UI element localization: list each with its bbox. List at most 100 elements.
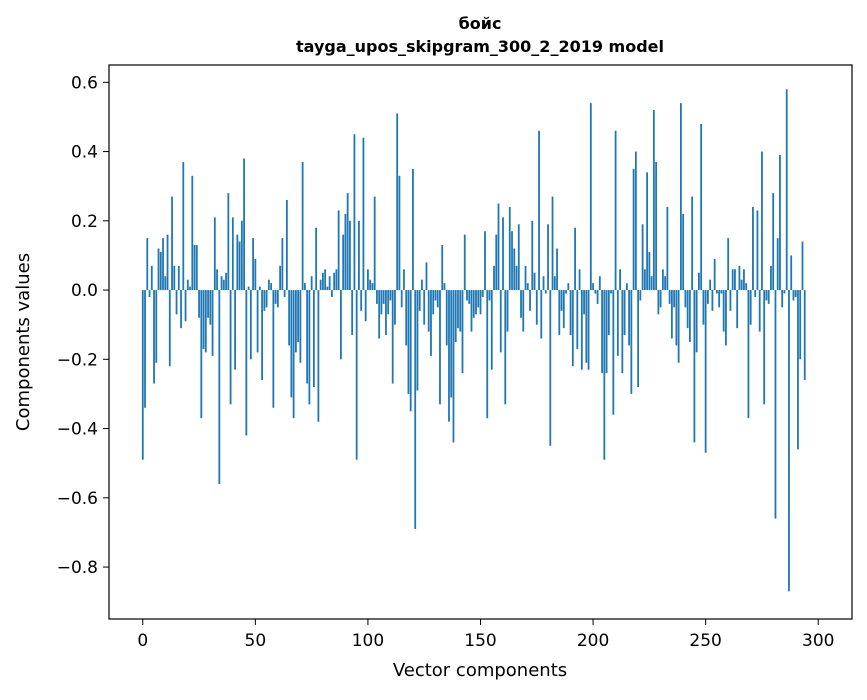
bar [544,290,547,294]
bar [423,290,426,325]
bar [716,290,718,294]
bar [290,290,293,398]
bar [373,196,376,291]
bar [344,213,347,291]
bar [326,286,329,291]
bar [360,290,363,311]
bar [249,290,252,360]
bar [781,290,784,308]
bar [468,290,471,304]
bar [213,217,216,291]
bar [535,290,538,325]
bar [515,265,518,291]
bar [434,290,437,301]
bar [686,290,689,329]
bar [220,276,223,291]
bar [792,290,795,301]
bar [788,290,790,592]
bar [675,290,678,346]
bar [477,290,480,308]
bar [650,276,653,291]
bar [772,193,775,291]
bar [770,265,772,291]
bar [761,151,763,291]
bar [459,290,462,332]
bar [258,286,261,291]
bar [409,290,412,412]
bar [389,290,392,301]
bar [738,265,741,291]
bar [369,279,372,291]
bar [529,290,531,311]
bar [303,283,306,291]
bar [725,290,727,346]
bar [734,269,736,291]
bar [425,262,428,291]
bar [736,290,739,329]
bar [371,283,374,291]
bar [263,290,266,311]
bar [340,290,342,360]
bar [596,290,599,304]
bar [679,103,682,291]
bar [666,206,669,291]
bar [216,269,218,291]
bar [574,227,576,291]
bar [709,279,712,291]
x-tick-label: 300 [802,631,834,651]
bar [306,290,309,384]
bar [414,290,417,529]
bar [616,290,619,356]
bar [655,161,658,291]
bar [475,290,477,315]
bar [299,290,302,363]
bar [612,290,615,415]
bar [141,290,144,460]
bar [767,290,770,304]
bar [238,241,241,291]
bar [297,290,300,342]
bar [688,290,691,342]
bar [367,269,369,291]
bar [441,245,444,291]
bar [301,161,304,291]
bar [211,290,214,356]
bar [472,290,475,318]
bar [191,175,194,291]
bar [148,290,151,297]
bar [668,290,671,304]
bar [461,290,464,374]
bar [337,210,340,291]
bar [450,290,453,398]
bar [542,276,545,291]
bar [684,290,687,308]
bar [661,269,664,291]
bar [630,290,633,394]
bar [673,290,676,308]
bar [195,245,198,291]
bar [173,265,176,291]
bar [150,265,153,291]
bar [202,290,205,349]
bar [587,290,590,370]
bar [391,290,394,384]
bar [580,290,583,370]
bar [227,193,230,291]
bar [758,290,761,332]
bar [522,290,525,332]
bar [387,290,390,315]
bar [394,290,396,325]
bar [358,220,360,291]
bar [749,290,752,325]
bar [324,269,327,291]
bar [745,283,748,291]
bar [182,161,185,291]
bar [342,234,345,291]
bar [585,290,588,363]
bar [776,238,779,291]
y-tick-label: −0.8 [57,558,98,578]
bar [236,234,239,291]
bar [639,290,642,301]
bar [240,220,243,291]
